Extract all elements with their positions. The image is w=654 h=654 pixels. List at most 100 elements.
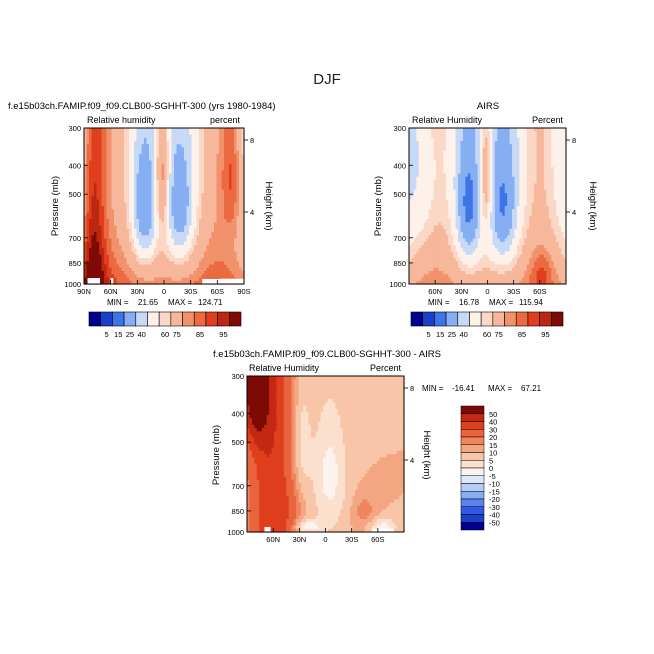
heatmap-cell bbox=[129, 232, 133, 236]
heatmap-cell bbox=[499, 251, 503, 256]
heatmap-cell bbox=[431, 137, 435, 142]
heatmap-cell bbox=[194, 251, 198, 256]
heatmap-cell bbox=[129, 137, 133, 142]
heatmap-cell bbox=[438, 160, 442, 165]
heatmap-cell bbox=[209, 163, 213, 168]
heatmap-cell bbox=[411, 206, 415, 210]
heatmap-cell bbox=[199, 245, 203, 249]
heatmap-cell bbox=[101, 264, 105, 269]
heatmap-cell bbox=[154, 189, 158, 194]
heatmap-cell bbox=[119, 154, 123, 158]
heatmap-cell bbox=[421, 215, 425, 220]
heatmap-cell bbox=[84, 189, 88, 194]
heatmap-cell bbox=[86, 212, 90, 217]
heatmap-cell bbox=[181, 248, 185, 253]
heatmap-cell bbox=[421, 245, 425, 249]
heatmap-cell bbox=[445, 131, 449, 136]
heatmap-cell bbox=[477, 186, 481, 191]
heatmap-cell bbox=[144, 173, 148, 178]
heatmap-cell bbox=[460, 274, 464, 279]
heatmap-cell bbox=[494, 167, 498, 171]
heatmap-cell bbox=[199, 202, 203, 207]
heatmap-cell bbox=[435, 202, 440, 207]
heatmap-cell bbox=[171, 193, 175, 197]
heatmap-cell bbox=[84, 186, 88, 191]
heatmap-cell bbox=[186, 137, 190, 142]
heatmap-cell bbox=[472, 196, 476, 201]
heatmap-cell bbox=[216, 261, 220, 266]
heatmap-cell bbox=[497, 150, 501, 155]
heatmap-cell bbox=[119, 271, 123, 275]
heatmap-cell bbox=[234, 225, 238, 230]
heatmap-cell bbox=[204, 173, 208, 178]
heatmap-cell bbox=[435, 167, 440, 171]
heatmap-cell bbox=[458, 254, 462, 259]
heatmap-cell bbox=[169, 141, 173, 145]
heatmap-cell bbox=[211, 228, 215, 233]
heatmap-cell bbox=[179, 180, 183, 184]
heatmap-cell bbox=[101, 245, 105, 249]
heatmap-cell bbox=[489, 228, 493, 233]
heatmap-cell bbox=[234, 189, 238, 194]
heatmap-cell bbox=[161, 241, 165, 246]
heatmap-cell bbox=[494, 137, 498, 142]
heatmap-cell bbox=[181, 219, 185, 223]
heatmap-cell bbox=[485, 219, 489, 223]
heatmap-cell bbox=[234, 193, 238, 197]
heatmap-cell bbox=[201, 196, 205, 201]
heatmap-cell bbox=[433, 170, 437, 175]
heatmap-cell bbox=[438, 150, 442, 155]
heatmap-cell bbox=[134, 193, 138, 197]
heatmap-cell bbox=[204, 131, 208, 136]
heatmap-cell bbox=[497, 254, 501, 259]
heatmap-cell bbox=[448, 189, 452, 194]
heatmap-cell bbox=[191, 202, 195, 207]
heatmap-cell bbox=[176, 144, 180, 149]
heatmap-cell bbox=[431, 280, 435, 285]
heatmap-cell bbox=[416, 131, 420, 136]
heatmap-cell bbox=[411, 186, 415, 191]
heatmap-cell bbox=[161, 251, 165, 256]
heatmap-cell bbox=[489, 277, 493, 282]
heatmap-cell bbox=[154, 225, 158, 230]
heatmap-cell bbox=[109, 141, 113, 145]
heatmap-cell bbox=[433, 264, 437, 269]
heatmap-cell bbox=[209, 206, 213, 210]
heatmap-cell bbox=[119, 228, 123, 233]
heatmap-cell bbox=[458, 232, 462, 236]
heatmap-cell bbox=[106, 134, 110, 139]
heatmap-cell bbox=[94, 144, 98, 149]
heatmap-cell bbox=[209, 137, 213, 142]
heatmap-cell bbox=[423, 163, 427, 168]
heatmap-cell bbox=[91, 196, 95, 201]
heatmap-cell bbox=[159, 267, 163, 272]
heatmap-cell bbox=[458, 137, 462, 142]
heatmap-cell bbox=[129, 167, 133, 171]
heatmap-cell bbox=[467, 264, 471, 269]
heatmap-cell bbox=[480, 186, 484, 191]
heatmap-cell bbox=[126, 147, 130, 152]
heatmap-cell bbox=[196, 209, 200, 214]
heatmap-cell bbox=[89, 219, 93, 223]
heatmap-cell bbox=[84, 241, 88, 246]
heatmap-cell bbox=[114, 209, 118, 214]
heatmap-cell bbox=[494, 271, 498, 275]
heatmap-cell bbox=[151, 173, 155, 178]
heatmap-cell bbox=[453, 141, 457, 145]
heatmap-cell bbox=[164, 228, 168, 233]
heatmap-cell bbox=[445, 212, 449, 217]
heatmap-cell bbox=[426, 176, 430, 181]
heatmap-cell bbox=[146, 170, 150, 175]
heatmap-cell bbox=[186, 128, 190, 132]
heatmap-cell bbox=[421, 212, 425, 217]
heatmap-cell bbox=[94, 258, 98, 262]
heatmap-cell bbox=[455, 137, 459, 142]
heatmap-cell bbox=[409, 157, 413, 162]
heatmap-cell bbox=[116, 277, 120, 282]
heatmap-cell bbox=[196, 196, 200, 201]
heatmap-cell bbox=[166, 137, 170, 142]
heatmap-cell bbox=[84, 280, 88, 285]
heatmap-cell bbox=[494, 245, 498, 249]
heatmap-cell bbox=[413, 137, 417, 142]
